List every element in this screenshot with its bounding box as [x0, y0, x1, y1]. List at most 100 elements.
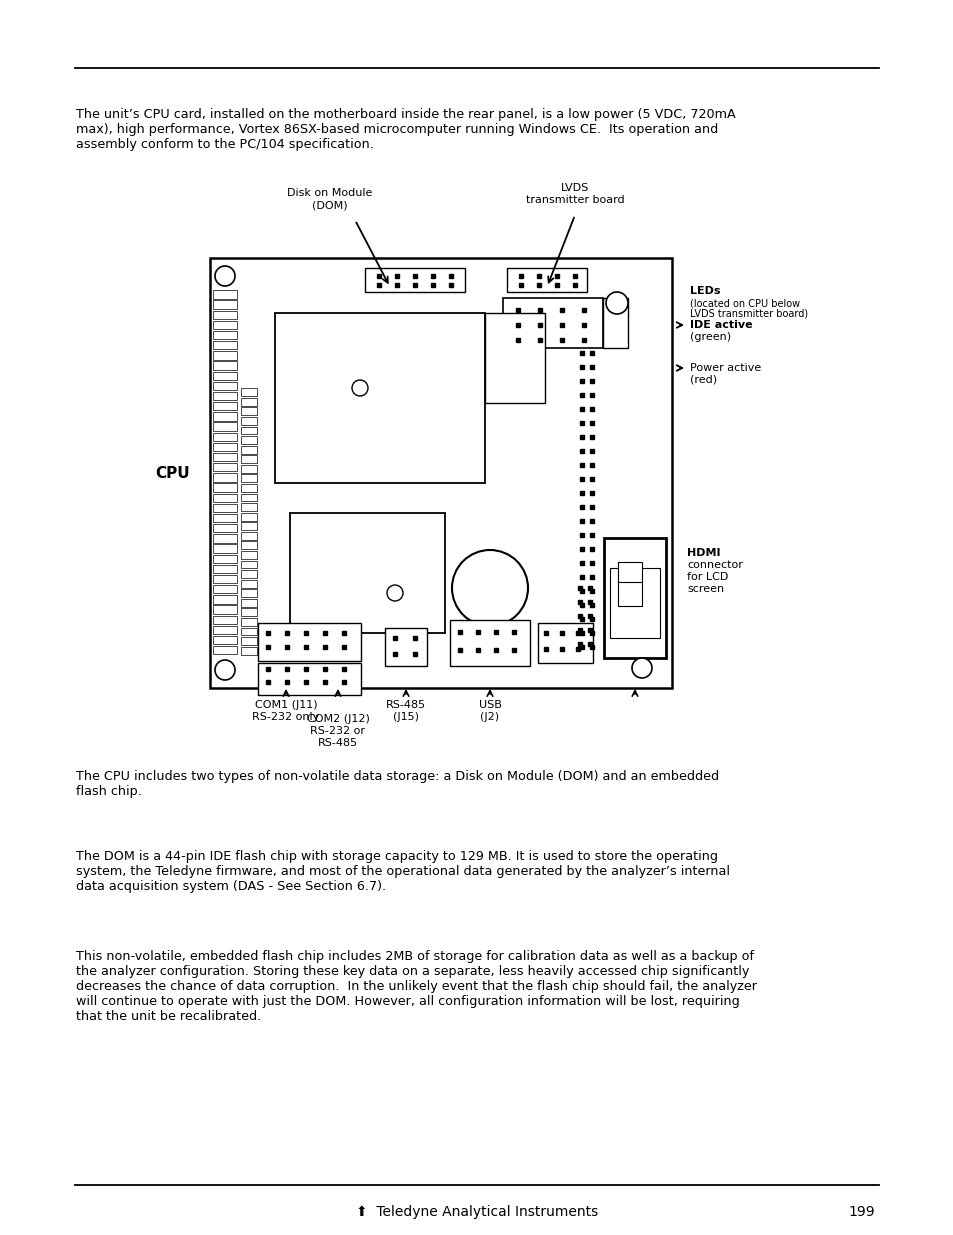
- Bar: [602, 298, 627, 348]
- Bar: [213, 382, 236, 390]
- Circle shape: [631, 658, 651, 678]
- Bar: [450, 620, 530, 666]
- Circle shape: [214, 659, 234, 680]
- Bar: [241, 618, 256, 626]
- Text: HDMI: HDMI: [686, 548, 720, 558]
- Bar: [213, 300, 236, 309]
- Bar: [241, 637, 256, 645]
- Bar: [241, 647, 256, 655]
- Bar: [213, 290, 236, 299]
- Bar: [241, 474, 256, 483]
- Circle shape: [352, 380, 368, 396]
- Bar: [213, 473, 236, 482]
- Text: for LCD: for LCD: [686, 572, 727, 582]
- Bar: [213, 372, 236, 380]
- Text: max), high performance, Vortex 86SX-based microcomputer running Windows CE.  Its: max), high performance, Vortex 86SX-base…: [76, 124, 718, 136]
- Bar: [241, 579, 256, 588]
- Bar: [241, 464, 256, 473]
- Bar: [213, 535, 236, 542]
- Bar: [241, 446, 256, 453]
- Text: COM1 (J11): COM1 (J11): [254, 700, 317, 710]
- Bar: [213, 576, 236, 583]
- Bar: [484, 312, 544, 403]
- Text: RS-232 or: RS-232 or: [310, 726, 365, 736]
- Text: (J15): (J15): [393, 713, 418, 722]
- Bar: [241, 484, 256, 492]
- Text: (green): (green): [689, 332, 730, 342]
- Bar: [241, 551, 256, 559]
- Circle shape: [605, 291, 627, 314]
- Text: The CPU includes two types of non-volatile data storage: a Disk on Module (DOM) : The CPU includes two types of non-volati…: [76, 769, 719, 783]
- Bar: [213, 595, 236, 604]
- Bar: [241, 627, 256, 636]
- Bar: [241, 561, 256, 568]
- Text: transmitter board: transmitter board: [525, 195, 623, 205]
- Bar: [502, 298, 602, 348]
- Bar: [241, 599, 256, 606]
- Text: screen: screen: [686, 584, 723, 594]
- Bar: [618, 562, 641, 582]
- Bar: [241, 541, 256, 550]
- Bar: [213, 341, 236, 350]
- Circle shape: [452, 550, 527, 626]
- Bar: [213, 412, 236, 421]
- Text: that the unit be recalibrated.: that the unit be recalibrated.: [76, 1010, 261, 1023]
- Bar: [213, 545, 236, 553]
- Bar: [213, 311, 236, 319]
- Text: connector: connector: [686, 559, 742, 571]
- Text: decreases the chance of data corruption.  In the unlikely event that the flash c: decreases the chance of data corruption.…: [76, 981, 757, 993]
- Text: COM2 (J12): COM2 (J12): [306, 714, 369, 724]
- Text: Power active: Power active: [689, 363, 760, 373]
- Bar: [257, 663, 360, 695]
- Bar: [213, 524, 236, 532]
- Bar: [213, 636, 236, 645]
- Bar: [241, 503, 256, 511]
- Bar: [213, 504, 236, 513]
- Text: The unit’s CPU card, installed on the motherboard inside the rear panel, is a lo: The unit’s CPU card, installed on the mo…: [76, 107, 735, 121]
- Bar: [213, 351, 236, 359]
- Bar: [257, 622, 360, 661]
- Bar: [241, 436, 256, 445]
- Bar: [213, 585, 236, 594]
- Bar: [210, 258, 671, 688]
- Text: RS-485: RS-485: [386, 700, 426, 710]
- Bar: [241, 417, 256, 425]
- Bar: [241, 609, 256, 616]
- Bar: [213, 321, 236, 330]
- Bar: [241, 571, 256, 578]
- Bar: [213, 564, 236, 573]
- Text: LVDS: LVDS: [560, 183, 589, 193]
- Text: the analyzer configuration. Storing these key data on a separate, less heavily a: the analyzer configuration. Storing thes…: [76, 965, 749, 978]
- Text: LVDS transmitter board): LVDS transmitter board): [689, 309, 807, 319]
- Bar: [213, 432, 236, 441]
- Bar: [385, 629, 427, 666]
- Bar: [213, 331, 236, 340]
- Bar: [537, 622, 593, 663]
- Bar: [213, 646, 236, 655]
- Text: This non-volatile, embedded flash chip includes 2MB of storage for calibration d: This non-volatile, embedded flash chip i…: [76, 950, 753, 963]
- Bar: [241, 494, 256, 501]
- Bar: [213, 605, 236, 614]
- Bar: [213, 463, 236, 472]
- Text: (J2): (J2): [480, 713, 499, 722]
- Circle shape: [387, 585, 402, 601]
- Text: RS-232 only: RS-232 only: [253, 713, 319, 722]
- Text: CPU: CPU: [155, 466, 190, 480]
- Bar: [241, 513, 256, 521]
- Bar: [213, 403, 236, 410]
- Text: flash chip.: flash chip.: [76, 785, 142, 798]
- Text: IDE active: IDE active: [689, 320, 752, 330]
- Bar: [618, 580, 641, 606]
- Text: 199: 199: [847, 1205, 874, 1219]
- Bar: [241, 532, 256, 540]
- Bar: [241, 522, 256, 530]
- Circle shape: [214, 266, 234, 287]
- Bar: [241, 388, 256, 396]
- Bar: [213, 483, 236, 492]
- Bar: [213, 391, 236, 400]
- Text: LEDs: LEDs: [689, 287, 720, 296]
- Text: system, the Teledyne firmware, and most of the operational data generated by the: system, the Teledyne firmware, and most …: [76, 864, 729, 878]
- Text: USB: USB: [478, 700, 501, 710]
- Text: (red): (red): [689, 375, 717, 385]
- Text: Disk on Module: Disk on Module: [287, 188, 373, 198]
